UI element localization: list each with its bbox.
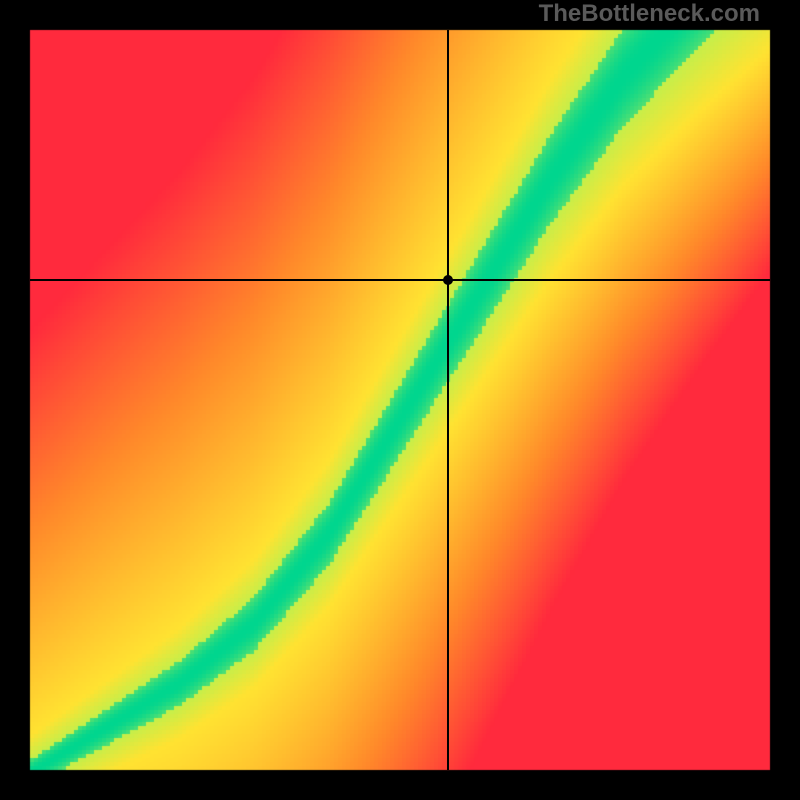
bottleneck-heatmap — [0, 0, 800, 800]
crosshair-vertical — [447, 30, 449, 770]
crosshair-horizontal — [30, 279, 770, 281]
watermark-text: TheBottleneck.com — [539, 0, 760, 28]
chart-container: { "watermark": { "text": "TheBottleneck.… — [0, 0, 800, 800]
